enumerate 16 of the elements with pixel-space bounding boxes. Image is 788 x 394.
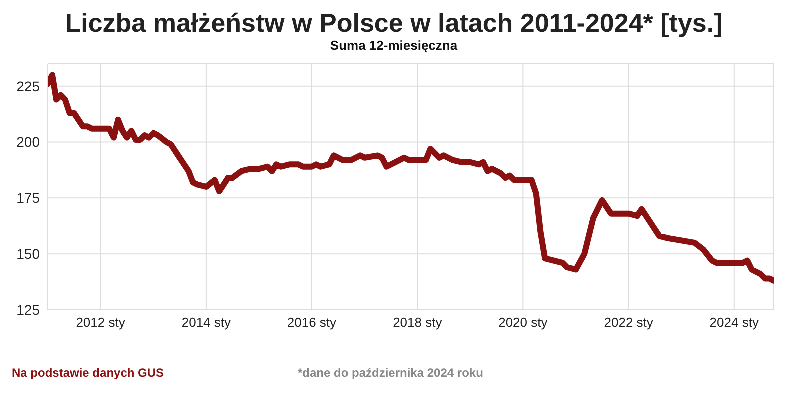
text: Na podstawie danych GUS (12, 366, 164, 380)
x-tick-label: 2022 sty (604, 315, 654, 330)
x-tick-label: 2024 sty (710, 315, 760, 330)
x-tick-label: 2020 sty (498, 315, 548, 330)
x-tick-label: 2012 sty (76, 315, 126, 330)
x-tick-label: 2014 sty (182, 315, 232, 330)
text: *dane do października 2024 roku (298, 366, 484, 380)
x-tick-label: 2016 sty (287, 315, 338, 330)
y-tick-label: 125 (16, 302, 40, 318)
y-tick-label: 225 (16, 78, 40, 94)
x-tick-label: 2018 sty (393, 315, 443, 330)
y-tick-label: 200 (16, 134, 40, 150)
chart-title: Liczba małżeństw w Polsce w latach 2011-2024* [tys.] (64, 8, 724, 38)
chart-subtitle: Suma 12-miesięczna (329, 38, 459, 54)
y-tick-label: 175 (16, 190, 40, 206)
y-tick-label: 150 (16, 246, 40, 262)
